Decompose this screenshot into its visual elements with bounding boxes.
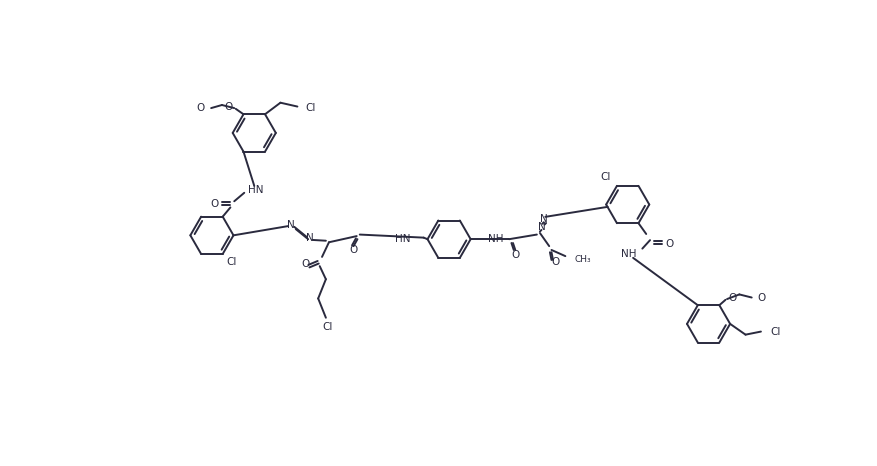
Text: Cl: Cl xyxy=(601,171,610,182)
Text: Cl: Cl xyxy=(305,103,316,113)
Text: O: O xyxy=(349,245,358,255)
Text: NH: NH xyxy=(621,249,636,259)
Text: O: O xyxy=(729,293,737,302)
Text: O: O xyxy=(758,293,766,302)
Text: N: N xyxy=(540,214,547,224)
Text: CH₃: CH₃ xyxy=(574,255,591,264)
Text: O: O xyxy=(666,239,674,249)
Text: NH: NH xyxy=(488,234,503,244)
Text: HN: HN xyxy=(248,185,264,195)
Text: N: N xyxy=(306,233,314,243)
Text: N: N xyxy=(538,222,545,232)
Text: Cl: Cl xyxy=(322,322,332,332)
Text: N: N xyxy=(288,220,295,230)
Text: Cl: Cl xyxy=(226,257,237,267)
Text: O: O xyxy=(196,103,205,113)
Text: Cl: Cl xyxy=(770,327,781,336)
Text: O: O xyxy=(552,256,560,267)
Text: O: O xyxy=(225,102,232,111)
Text: O: O xyxy=(210,199,219,209)
Text: O: O xyxy=(302,259,310,269)
Text: O: O xyxy=(511,250,519,260)
Text: HN: HN xyxy=(395,234,410,244)
